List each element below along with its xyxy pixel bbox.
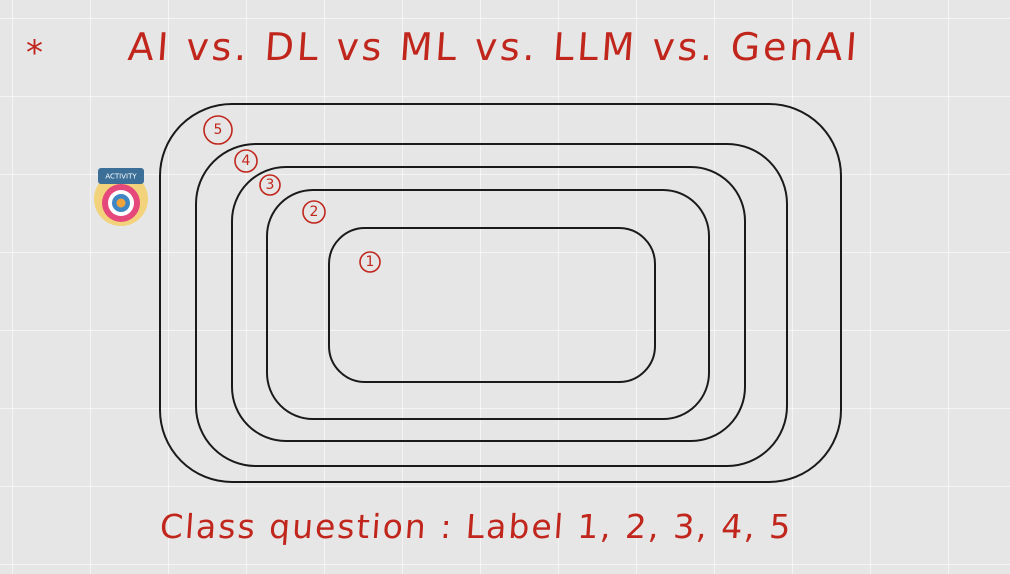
label-3: 3: [259, 174, 281, 196]
ring-4: [195, 143, 788, 467]
label-4: 4: [234, 149, 258, 173]
label-5: 5: [203, 115, 233, 145]
activity-target-icon: ACTIVITY: [94, 168, 148, 226]
activity-badge-label: ACTIVITY: [105, 173, 137, 181]
label-2-text: 2: [310, 204, 319, 220]
label-2: 2: [302, 200, 326, 224]
class-question: Class question : Label 1, 2, 3, 4, 5: [158, 507, 794, 546]
label-4-text: 4: [242, 153, 251, 169]
ring-1: [328, 227, 656, 383]
ring-5: [159, 103, 842, 483]
bullet-star: *: [26, 33, 43, 73]
ring-2: [266, 189, 710, 420]
label-5-text: 5: [214, 122, 223, 138]
label-1: 1: [359, 251, 381, 273]
ring-3: [231, 166, 746, 442]
label-1-text: 1: [366, 254, 375, 270]
label-3-text: 3: [266, 177, 275, 193]
